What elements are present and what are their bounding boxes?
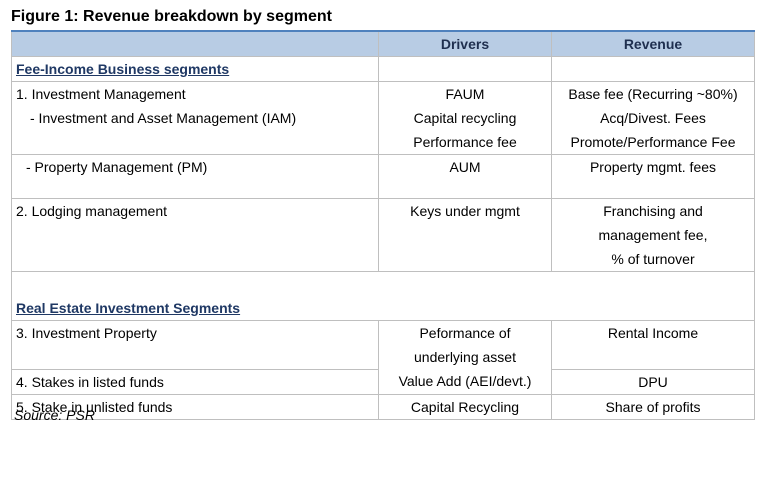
text: 1. Investment Management [16,86,186,102]
cell: Share of profits [551,393,755,420]
text: FAUM [445,86,485,102]
text: 4. Stakes in listed funds [16,373,164,390]
cell: 5. Stake in unlisted funds [11,393,379,420]
section-row: Real Estate Investment Segments [11,271,755,321]
text: 5. Stake in unlisted funds [16,398,173,415]
header-cell [11,30,379,57]
cell: Rental Income [551,320,755,370]
row: 1. Investment Management - Investment and… [11,81,755,155]
header-cell: Revenue [551,30,755,57]
cell [378,56,552,82]
text: Value Add (AEI/devt.) [398,373,532,389]
header-cell: Drivers [378,30,552,57]
cell: Fee-Income Business segments [11,56,379,82]
text: - Investment and Asset Management (IAM) [30,110,297,126]
cell: 3. Investment Property [11,320,379,370]
source-note: Source: PSR [14,407,95,423]
text: Share of profits [605,398,701,415]
cell: Capital Recycling [378,393,552,420]
text: AUM [449,159,481,175]
text: - Property Management (PM) [26,159,208,175]
cell: FAUM Capital recycling Performance fee [378,81,552,155]
text: underlying asset [414,349,516,365]
text: DPU [638,373,668,390]
cell: - Property Management (PM) [11,154,379,199]
text: % of turnover [611,251,695,267]
text: Capital recycling [413,110,517,126]
cell: DPU [551,368,755,395]
text: 3. Investment Property [16,325,157,341]
text: Promote/Performance Fee [570,134,736,150]
text: Franchising and [603,203,703,219]
cell: 2. Lodging management [11,198,379,272]
section-title: Real Estate Investment Segments [16,300,241,316]
cell: Real Estate Investment Segments [11,271,755,321]
row: 4. Stakes in listed funds Value Add (AEI… [11,368,755,395]
text: 2. Lodging management [16,203,167,219]
row: 3. Investment Property Peformance of unde… [11,320,755,370]
text: Keys under mgmt [410,203,520,219]
cell: Base fee (Recurring ~80%) Acq/Divest. Fee… [551,81,755,155]
cell: AUM [378,154,552,199]
cell: 4. Stakes in listed funds [11,368,379,395]
header-row: Drivers Revenue [11,30,755,57]
text: Capital Recycling [410,398,520,415]
section-title: Fee-Income Business segments [16,61,230,77]
text: Acq/Divest. Fees [600,110,706,126]
cell: Keys under mgmt [378,198,552,272]
cell: Property mgmt. fees [551,154,755,199]
text: management fee, [598,227,708,243]
cell: Franchising and management fee, % of turno… [551,198,755,272]
cell [551,56,755,82]
row: 5. Stake in unlisted funds Capital Recyc… [11,393,755,420]
revenue-table: Drivers Revenue Fee-Income Business segm… [11,30,755,420]
text: Performance fee [413,134,517,150]
row: 2. Lodging management Keys under mgmt Fr… [11,198,755,272]
cell: Value Add (AEI/devt.) [378,369,552,395]
text: Peformance of [419,325,511,341]
row: - Property Management (PM) AUM Property … [11,154,755,199]
cell: 1. Investment Management - Investment and… [11,81,379,155]
text: Base fee (Recurring ~80%) [568,86,738,102]
section-row: Fee-Income Business segments [11,56,755,82]
cell: Peformance of underlying asset [378,320,552,369]
text: Property mgmt. fees [589,159,717,175]
text: Rental Income [607,325,699,341]
figure-title: Figure 1: Revenue breakdown by segment [11,8,332,25]
